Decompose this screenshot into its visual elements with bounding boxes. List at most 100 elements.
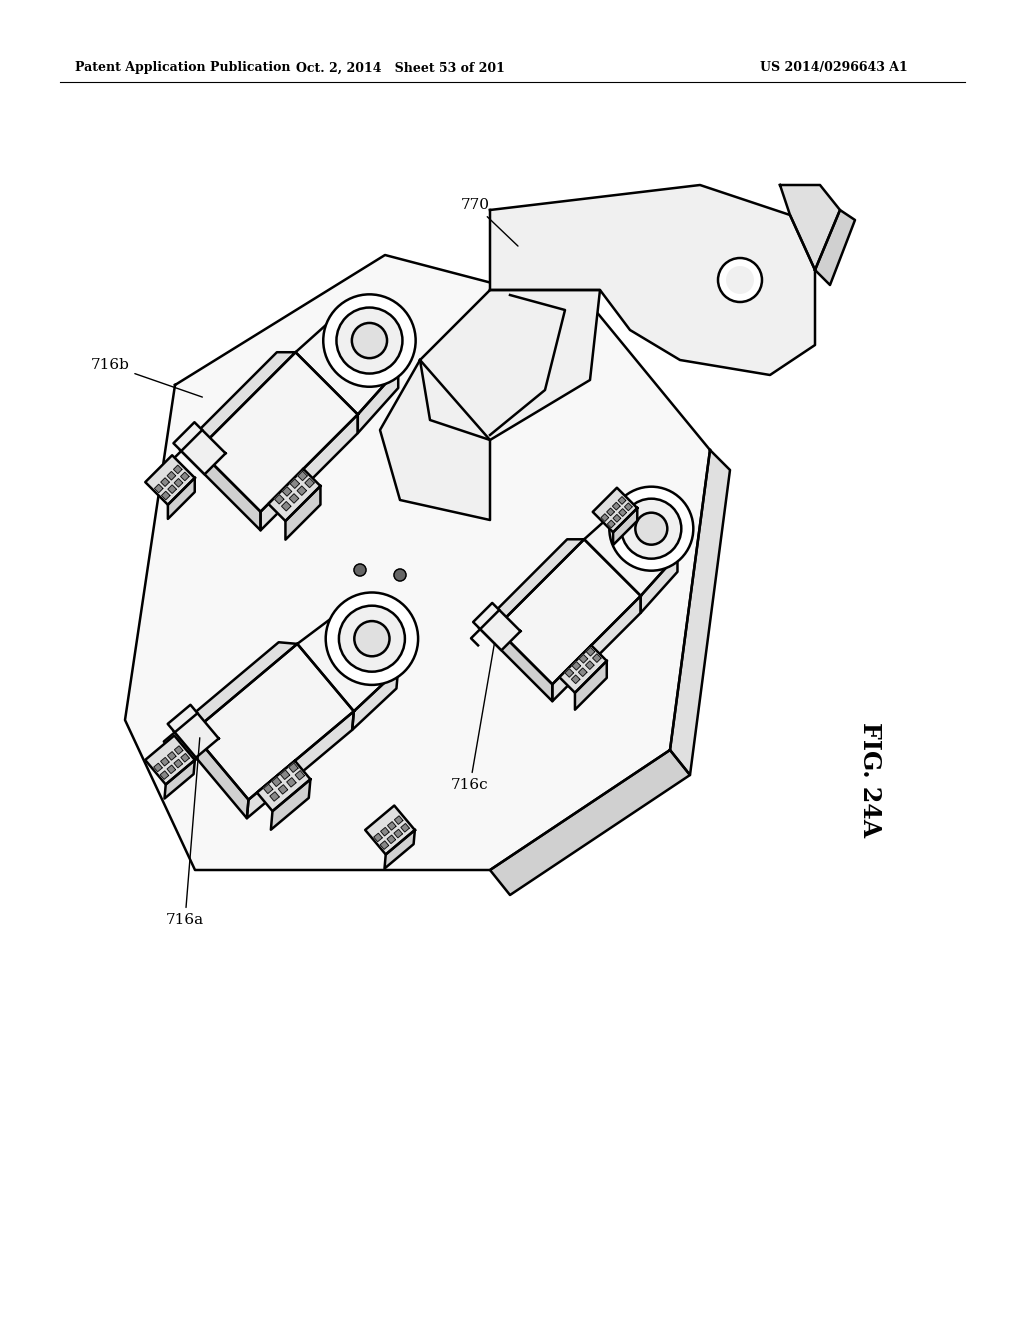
Polygon shape bbox=[247, 711, 354, 818]
Polygon shape bbox=[618, 496, 626, 504]
Polygon shape bbox=[580, 655, 588, 663]
Polygon shape bbox=[613, 515, 621, 523]
Polygon shape bbox=[154, 763, 162, 772]
Polygon shape bbox=[780, 185, 840, 271]
Polygon shape bbox=[271, 779, 310, 830]
Polygon shape bbox=[579, 668, 587, 676]
Polygon shape bbox=[366, 805, 415, 854]
Polygon shape bbox=[584, 503, 678, 595]
Circle shape bbox=[352, 323, 387, 358]
Polygon shape bbox=[479, 628, 552, 701]
Polygon shape bbox=[625, 503, 632, 511]
Polygon shape bbox=[263, 784, 272, 793]
Polygon shape bbox=[165, 760, 195, 799]
Text: US 2014/0296643 A1: US 2014/0296643 A1 bbox=[760, 62, 907, 74]
Polygon shape bbox=[260, 414, 357, 531]
Polygon shape bbox=[181, 754, 189, 762]
Polygon shape bbox=[479, 540, 584, 628]
Polygon shape bbox=[381, 828, 389, 836]
Polygon shape bbox=[145, 735, 195, 784]
Circle shape bbox=[609, 487, 693, 570]
Text: Oct. 2, 2014   Sheet 53 of 201: Oct. 2, 2014 Sheet 53 of 201 bbox=[296, 62, 505, 74]
Circle shape bbox=[354, 564, 366, 576]
Polygon shape bbox=[287, 777, 296, 787]
Circle shape bbox=[354, 622, 389, 656]
Polygon shape bbox=[612, 503, 621, 510]
Polygon shape bbox=[168, 751, 176, 760]
Circle shape bbox=[622, 499, 681, 558]
Circle shape bbox=[339, 606, 404, 672]
Polygon shape bbox=[161, 478, 169, 486]
Polygon shape bbox=[387, 821, 396, 830]
Polygon shape bbox=[374, 833, 382, 842]
Polygon shape bbox=[357, 370, 398, 433]
Polygon shape bbox=[199, 352, 357, 512]
Polygon shape bbox=[173, 643, 297, 733]
Polygon shape bbox=[281, 770, 290, 779]
Polygon shape bbox=[162, 491, 170, 500]
Polygon shape bbox=[490, 185, 815, 375]
Polygon shape bbox=[586, 661, 594, 669]
Polygon shape bbox=[286, 486, 321, 540]
Polygon shape bbox=[155, 484, 163, 492]
Polygon shape bbox=[618, 508, 627, 516]
Polygon shape bbox=[295, 771, 304, 780]
Polygon shape bbox=[607, 508, 614, 516]
Polygon shape bbox=[565, 669, 573, 677]
Polygon shape bbox=[180, 473, 189, 480]
Polygon shape bbox=[384, 830, 415, 869]
Polygon shape bbox=[297, 607, 398, 711]
Text: 716b: 716b bbox=[90, 358, 203, 397]
Polygon shape bbox=[270, 792, 280, 801]
Polygon shape bbox=[352, 669, 398, 730]
Polygon shape bbox=[290, 479, 299, 488]
Polygon shape bbox=[296, 312, 398, 414]
Polygon shape bbox=[298, 471, 307, 480]
Circle shape bbox=[718, 257, 762, 302]
Polygon shape bbox=[125, 255, 710, 870]
Text: FIG. 24A: FIG. 24A bbox=[858, 722, 882, 838]
Polygon shape bbox=[400, 824, 410, 832]
Circle shape bbox=[324, 294, 416, 387]
Polygon shape bbox=[174, 746, 183, 754]
Polygon shape bbox=[593, 653, 601, 663]
Circle shape bbox=[726, 267, 754, 294]
Polygon shape bbox=[282, 502, 291, 511]
Polygon shape bbox=[161, 758, 169, 766]
Polygon shape bbox=[815, 210, 855, 285]
Polygon shape bbox=[179, 449, 260, 531]
Text: Patent Application Publication: Patent Application Publication bbox=[75, 62, 291, 74]
Polygon shape bbox=[587, 648, 595, 656]
Polygon shape bbox=[473, 603, 520, 651]
Polygon shape bbox=[268, 469, 321, 521]
Polygon shape bbox=[167, 471, 176, 480]
Polygon shape bbox=[613, 508, 637, 545]
Polygon shape bbox=[174, 759, 182, 768]
Polygon shape bbox=[394, 816, 402, 824]
Text: 716a: 716a bbox=[166, 738, 204, 927]
Circle shape bbox=[326, 593, 418, 685]
Polygon shape bbox=[168, 478, 195, 519]
Polygon shape bbox=[490, 750, 690, 895]
Polygon shape bbox=[593, 487, 637, 532]
Polygon shape bbox=[380, 360, 490, 520]
Polygon shape bbox=[283, 487, 292, 496]
Polygon shape bbox=[420, 290, 600, 440]
Polygon shape bbox=[387, 836, 395, 843]
Polygon shape bbox=[670, 450, 730, 775]
Polygon shape bbox=[297, 486, 306, 495]
Polygon shape bbox=[496, 540, 641, 684]
Polygon shape bbox=[552, 595, 641, 701]
Text: 716c: 716c bbox=[452, 643, 495, 792]
Polygon shape bbox=[574, 661, 607, 710]
Polygon shape bbox=[380, 841, 389, 849]
Polygon shape bbox=[257, 760, 310, 810]
Polygon shape bbox=[167, 766, 175, 774]
Circle shape bbox=[394, 569, 406, 581]
Polygon shape bbox=[394, 829, 402, 838]
Polygon shape bbox=[160, 771, 169, 779]
Polygon shape bbox=[305, 478, 314, 487]
Polygon shape bbox=[289, 763, 298, 772]
Polygon shape bbox=[559, 645, 607, 693]
Polygon shape bbox=[191, 644, 354, 800]
